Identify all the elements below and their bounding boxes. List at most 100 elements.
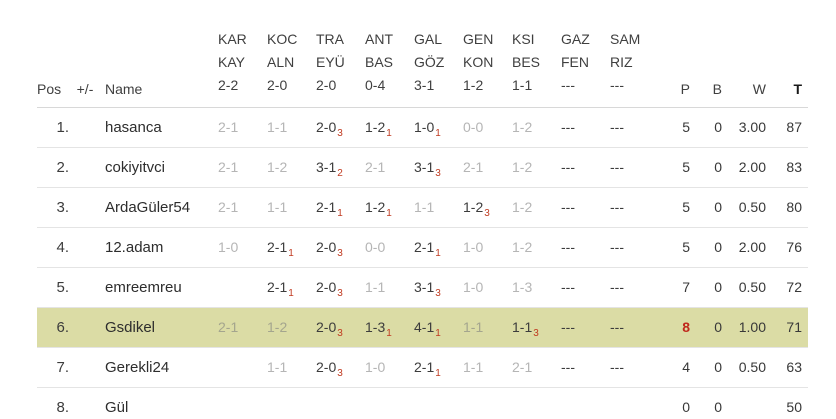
prediction-score: 1-0 bbox=[414, 119, 435, 135]
prediction-cell: --- bbox=[609, 347, 658, 387]
prediction-score: 1-2 bbox=[365, 199, 386, 215]
prediction-score: --- bbox=[610, 279, 624, 295]
prediction-cell: 1-2 bbox=[511, 187, 560, 227]
movement-cell bbox=[71, 227, 99, 267]
prediction-points: 3 bbox=[484, 208, 490, 219]
prediction-cell: --- bbox=[560, 147, 609, 187]
prediction-score: 1-3 bbox=[512, 279, 533, 295]
header-points: P bbox=[680, 80, 690, 97]
home-team-code: GEN bbox=[463, 30, 494, 47]
prediction-score: 1-2 bbox=[463, 199, 484, 215]
prediction-cell: 1-1 bbox=[266, 347, 315, 387]
prediction-points: 1 bbox=[435, 328, 441, 339]
home-team-code: TRA bbox=[316, 30, 344, 47]
prediction-score: --- bbox=[610, 359, 624, 375]
total-cell: 87 bbox=[786, 119, 802, 135]
prediction-score: 2-1 bbox=[218, 119, 239, 135]
position-cell: 6. bbox=[56, 318, 69, 336]
prediction-score: 1-1 bbox=[512, 319, 533, 335]
position-cell: 7. bbox=[56, 358, 69, 376]
prediction-score: --- bbox=[610, 119, 624, 135]
prediction-cell: 2-1 bbox=[462, 147, 511, 187]
prediction-points: 3 bbox=[337, 128, 343, 139]
prediction-score: 1-0 bbox=[218, 239, 239, 255]
match-result: 0-4 bbox=[365, 76, 386, 93]
match-result: --- bbox=[561, 76, 575, 93]
prediction-cell: 1-2 bbox=[511, 227, 560, 267]
prediction-points: 1 bbox=[288, 288, 294, 299]
player-name: Gerekli24 bbox=[105, 358, 170, 376]
player-name: hasanca bbox=[105, 118, 162, 136]
prediction-score: 2-0 bbox=[316, 359, 337, 375]
bonus-cell: 0 bbox=[714, 119, 722, 135]
prediction-score: 2-1 bbox=[463, 159, 484, 175]
header-pos: Pos bbox=[37, 80, 62, 97]
prediction-score: 1-1 bbox=[267, 199, 288, 215]
prediction-cell: 1-01 bbox=[413, 107, 462, 147]
total-cell: 83 bbox=[786, 159, 802, 175]
prediction-score: 1-2 bbox=[512, 159, 533, 175]
prediction-score: 1-2 bbox=[512, 119, 533, 135]
player-name: Gül bbox=[105, 398, 129, 416]
prediction-cell bbox=[413, 387, 462, 419]
prediction-cell bbox=[217, 267, 266, 307]
prediction-score: --- bbox=[561, 159, 575, 175]
prediction-score: --- bbox=[610, 199, 624, 215]
match-result: 1-2 bbox=[463, 76, 484, 93]
match-column-header: KOC ALN 2-0 bbox=[266, 0, 315, 107]
table-row: 6. Gsdikel 2-1 1-2 2-03 1-31 4-11 1-1 1-… bbox=[37, 307, 808, 347]
prediction-score: 2-1 bbox=[218, 199, 239, 215]
prediction-score: 2-1 bbox=[365, 159, 386, 175]
bonus-cell: 0 bbox=[714, 279, 722, 295]
player-name: ArdaGüler54 bbox=[105, 198, 191, 216]
prediction-score: 1-1 bbox=[267, 119, 288, 135]
prediction-standings-table: Pos +/- Name KAR KAY 2-2 KOC ALN 2-0 TRA… bbox=[37, 0, 808, 419]
prediction-cell: 2-1 bbox=[217, 307, 266, 347]
home-team-code: SAM bbox=[610, 30, 641, 47]
prediction-points: 1 bbox=[386, 128, 392, 139]
points-cell: 0 bbox=[682, 399, 690, 415]
match-result: 1-1 bbox=[512, 76, 533, 93]
prediction-score: 1-0 bbox=[365, 359, 386, 375]
prediction-cell: 1-2 bbox=[511, 147, 560, 187]
wager-cell bbox=[728, 387, 772, 419]
prediction-cell: 1-2 bbox=[511, 107, 560, 147]
player-name: 12.adam bbox=[105, 238, 164, 256]
prediction-cell: 1-0 bbox=[364, 347, 413, 387]
prediction-cell: 3-13 bbox=[413, 147, 462, 187]
position-cell: 3. bbox=[56, 198, 69, 216]
prediction-cell: 2-11 bbox=[266, 227, 315, 267]
header-wager: W bbox=[752, 80, 766, 97]
wager-cell: 3.00 bbox=[738, 119, 766, 135]
player-name: Gsdikel bbox=[105, 318, 156, 336]
header-movement: +/- bbox=[76, 80, 94, 97]
prediction-score: 1-2 bbox=[267, 319, 288, 335]
home-team-code: KSI bbox=[512, 30, 535, 47]
total-cell: 72 bbox=[786, 279, 802, 295]
prediction-cell: --- bbox=[609, 107, 658, 147]
table-row: 5. emreemreu 2-11 2-03 1-1 3-13 1-0 1-3 … bbox=[37, 267, 808, 307]
match-column-header: GEN KON 1-2 bbox=[462, 0, 511, 107]
prediction-cell: 1-1 bbox=[364, 267, 413, 307]
home-team-code: GAL bbox=[414, 30, 443, 47]
position-cell: 8. bbox=[56, 398, 69, 416]
movement-cell bbox=[71, 347, 99, 387]
prediction-cell bbox=[364, 387, 413, 419]
prediction-cell: 0-0 bbox=[462, 107, 511, 147]
total-cell: 80 bbox=[786, 199, 802, 215]
prediction-cell: 2-1 bbox=[217, 107, 266, 147]
prediction-cell: 4-11 bbox=[413, 307, 462, 347]
movement-cell bbox=[71, 107, 99, 147]
match-result: 2-0 bbox=[316, 76, 337, 93]
prediction-score: 1-1 bbox=[463, 319, 484, 335]
away-team-code: KON bbox=[463, 53, 494, 70]
prediction-score: --- bbox=[610, 239, 624, 255]
prediction-points: 1 bbox=[435, 128, 441, 139]
prediction-cell: 1-1 bbox=[413, 187, 462, 227]
prediction-cell: 1-1 bbox=[462, 347, 511, 387]
match-column-header: TRA EYÜ 2-0 bbox=[315, 0, 364, 107]
prediction-score: 1-2 bbox=[512, 199, 533, 215]
prediction-cell: 2-11 bbox=[413, 227, 462, 267]
prediction-cell: 2-03 bbox=[315, 267, 364, 307]
prediction-score: 2-0 bbox=[316, 279, 337, 295]
